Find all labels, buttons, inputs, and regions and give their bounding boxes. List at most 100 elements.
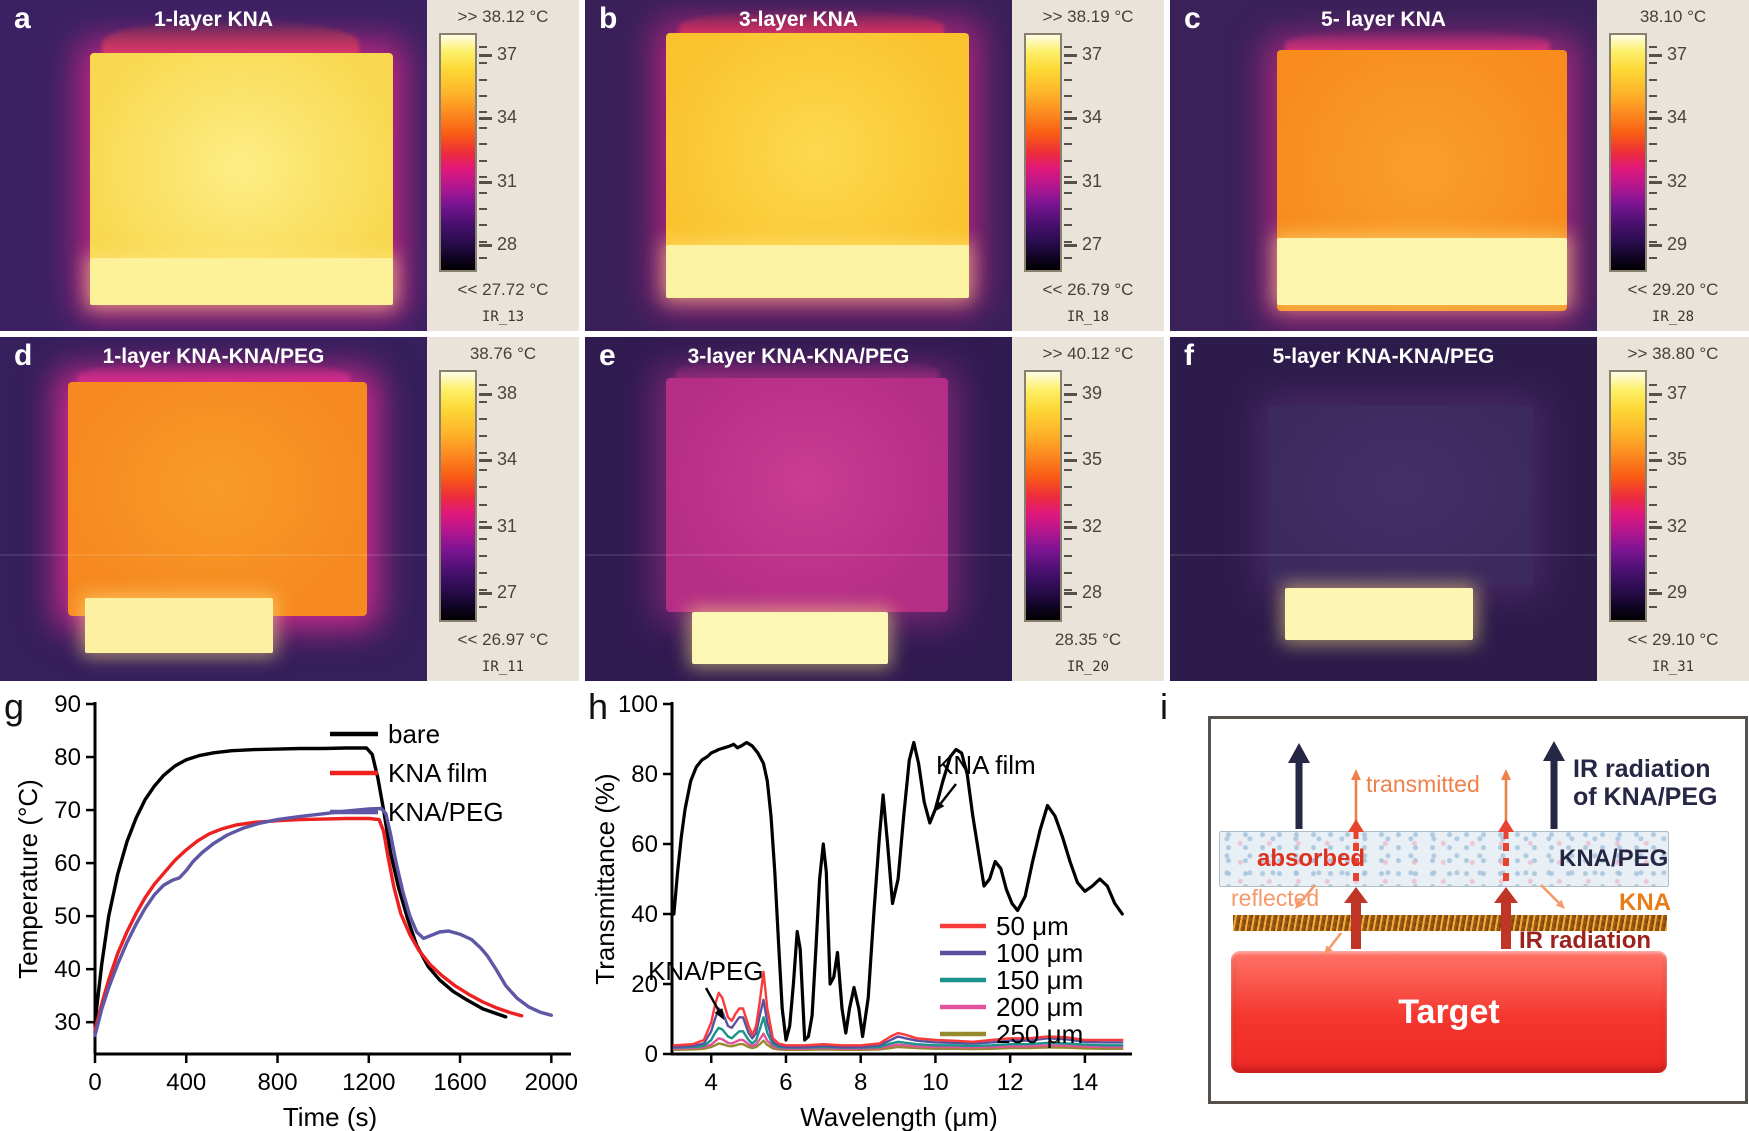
- colorbar-tick-label: 37: [1667, 382, 1688, 403]
- colorbar-minor-tick: [1064, 46, 1072, 49]
- panel-letter: e: [599, 339, 616, 372]
- panel-letter: f: [1184, 339, 1194, 372]
- y-tick-label: 20: [631, 971, 658, 998]
- panel-letter: d: [14, 339, 33, 372]
- annotation-text: KNA/PEG: [648, 956, 764, 986]
- colorbar-minor-tick: [1064, 159, 1072, 162]
- thermal-panel-c: c 5- layer KNA 38.10 °C 37 34 32 29 << 29.20 °C…: [1170, 0, 1749, 331]
- heated-sample-square: [666, 378, 948, 613]
- transmitted-label: transmitted: [1366, 771, 1480, 797]
- colorbar-tick-label: 37: [497, 44, 518, 65]
- colorbar-minor-tick: [479, 435, 487, 438]
- colorbar-area: 39 35 32 28: [1012, 368, 1164, 624]
- colorbar-tick-label: 31: [1082, 170, 1103, 191]
- colorbar-major-tick: [479, 525, 492, 529]
- reflected-arrow-bottom-shaft: [1328, 932, 1343, 949]
- schematic-arrows: [1288, 741, 1565, 955]
- colorbar-minor-tick: [1649, 240, 1657, 243]
- absorbed-label: absorbed: [1257, 845, 1366, 872]
- emerging-arrow-right-head: [1498, 819, 1514, 832]
- colorbar-gradient: [1609, 33, 1647, 272]
- annotation-arrow-shaft: [704, 987, 720, 1012]
- x-tick-label: 12: [997, 1069, 1024, 1096]
- bright-bottom-strip: [666, 244, 970, 298]
- x-tick-label: 14: [1072, 1069, 1099, 1096]
- colorbar-tick-label: 37: [1082, 44, 1103, 65]
- colorbar-tick-label: 32: [1667, 170, 1688, 191]
- panel-g: g 0 400 800 1200 1600 2000 30 40 50 60 70 80 90 Time …: [0, 686, 582, 1131]
- colorbar-minor-tick: [1649, 62, 1657, 65]
- temperature-scale-d: 38.76 °C 38 34 31 27 << 26.97 °C IR_11: [427, 337, 579, 681]
- colorbar-minor-tick: [1649, 78, 1657, 81]
- colorbar-major-tick: [1064, 54, 1077, 58]
- colorbar-minor-tick: [479, 452, 487, 455]
- colorbar-major-tick: [1649, 117, 1662, 121]
- colorbar-major-tick: [1064, 392, 1077, 396]
- panel-letter: c: [1184, 2, 1201, 35]
- colorbar-major-tick: [1064, 243, 1077, 247]
- panel-title: 5-layer KNA-KNA/PEG: [1272, 345, 1495, 368]
- colorbar-minor-tick: [1064, 240, 1072, 243]
- colorbar-minor-tick: [479, 224, 487, 227]
- colorbar-minor-tick: [1064, 62, 1072, 65]
- colorbar-minor-tick: [479, 46, 487, 49]
- colorbar-minor-tick: [479, 554, 487, 557]
- colorbar-minor-tick: [1649, 159, 1657, 162]
- colorbar-area: 37 34 32 29: [1597, 31, 1749, 274]
- colorbar-minor-tick: [1064, 435, 1072, 438]
- y-tick-label: 80: [631, 761, 658, 788]
- x-tick-label: 1200: [342, 1069, 395, 1096]
- x-tick-label: 6: [779, 1069, 792, 1096]
- colorbar-major-tick: [479, 180, 492, 184]
- thermal-image-b: b 3-layer KNA: [585, 0, 1012, 331]
- panel-title: 3-layer KNA-KNA/PEG: [687, 345, 910, 368]
- colorbar-minor-tick: [479, 469, 487, 472]
- x-tick-label: 8: [854, 1069, 867, 1096]
- y-tick-label: 0: [645, 1041, 658, 1068]
- temperature-time-chart: 0 400 800 1200 1600 2000 30 40 50 60 70 80 90 Time (s…: [13, 691, 578, 1131]
- colorbar-minor-tick: [479, 208, 487, 211]
- scale-min-temp: << 29.10 °C: [1627, 630, 1719, 649]
- annotation-arrow-shaft: [939, 783, 957, 805]
- colorbar-gradient: [1609, 370, 1647, 622]
- bright-bottom-strip: [89, 258, 393, 305]
- colorbar-major-tick: [1064, 525, 1077, 529]
- temperature-scale-e: >> 40.12 °C 39 35 32 28 28.35 °C IR_20: [1012, 337, 1164, 681]
- ir-arrow-right-head: [1494, 887, 1518, 903]
- colorbar-minor-tick: [479, 192, 487, 194]
- temperature-scale-c: 38.10 °C 37 34 32 29 << 29.20 °C IR_28: [1597, 0, 1749, 331]
- colorbar-major-tick: [1649, 392, 1662, 396]
- temperature-scale-a: >> 38.12 °C 37 34 31 28 << 27.72 °C IR_13: [427, 0, 579, 331]
- kna-peg-label: KNA/PEG: [1559, 845, 1669, 872]
- series-bare: [93, 746, 508, 1024]
- x-tick-label: 1600: [433, 1069, 486, 1096]
- colorbar-major-tick: [1064, 459, 1077, 463]
- panel-letter: a: [14, 2, 31, 35]
- legend-label: 150 μm: [996, 965, 1083, 995]
- colorbar-minor-tick: [479, 175, 487, 178]
- temperature-scale-b: >> 38.19 °C 37 34 31 27 << 26.79 °C IR_18: [1012, 0, 1164, 331]
- colorbar-minor-tick: [1064, 571, 1072, 574]
- series-kna-film: [93, 816, 524, 1032]
- colorbar-minor-tick: [1649, 520, 1657, 523]
- colorbar-major-tick: [1649, 525, 1662, 529]
- colorbar-minor-tick: [1649, 175, 1657, 178]
- y-tick-label: 90: [54, 691, 81, 718]
- colorbar-tick-label: 28: [1082, 582, 1103, 603]
- y-tick-label: 50: [54, 903, 81, 930]
- colorbar-minor-tick: [1649, 143, 1657, 146]
- colorbar-major-tick: [1064, 117, 1077, 121]
- navy-arrow-right-head: [1543, 741, 1565, 761]
- colorbar-minor-tick: [1064, 401, 1072, 404]
- panel-title: 1-layer KNA-KNA/PEG: [102, 345, 325, 368]
- x-tick-label: 2000: [525, 1069, 578, 1096]
- colorbar-minor-tick: [1064, 554, 1072, 557]
- panel-g-letter: g: [4, 686, 25, 727]
- panel-h-letter: h: [588, 686, 609, 727]
- scale-min-temp: << 26.97 °C: [457, 630, 549, 649]
- colorbar-minor-tick: [1649, 588, 1657, 591]
- y-axis-label: Temperature (°C): [13, 779, 43, 979]
- colorbar-minor-tick: [1064, 503, 1072, 506]
- colorbar-tick-label: 35: [1667, 449, 1688, 470]
